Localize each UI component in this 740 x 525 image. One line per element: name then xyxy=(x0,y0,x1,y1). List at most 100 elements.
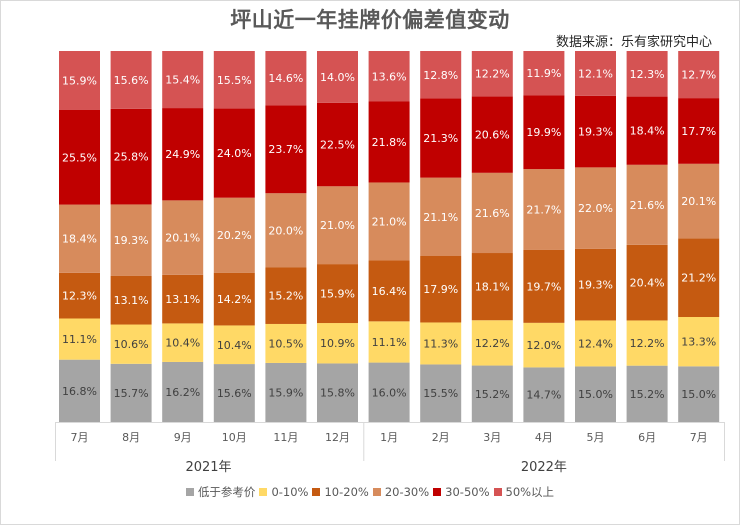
bar-segment xyxy=(317,102,358,187)
bar-segment xyxy=(162,274,204,324)
bar-segment xyxy=(575,248,616,321)
data-label: 15.9% xyxy=(268,386,303,399)
data-label: 12.2% xyxy=(630,337,665,350)
bar-segment xyxy=(575,51,616,96)
data-label: 19.9% xyxy=(526,126,561,139)
x-tick-label: 7月 xyxy=(690,431,708,444)
data-label: 12.7% xyxy=(681,69,716,82)
legend-item: 10-20% xyxy=(312,485,369,499)
bar-segment xyxy=(213,364,255,422)
legend-item: 20-30% xyxy=(372,485,429,499)
bar-segment xyxy=(523,95,565,170)
bar-segment xyxy=(626,320,668,366)
legend-item: 30-50% xyxy=(433,485,490,499)
bar-segment xyxy=(575,95,616,168)
data-label: 11.9% xyxy=(526,67,561,80)
bar-segment xyxy=(575,167,616,249)
bar-segment xyxy=(523,51,565,96)
bar-segment xyxy=(471,51,513,97)
bar-segment xyxy=(59,109,100,205)
data-label: 12.3% xyxy=(630,68,665,81)
bar-segment xyxy=(213,51,255,109)
data-source: 数据来源：乐有家研究中心 xyxy=(555,35,712,50)
bar-segment xyxy=(162,361,204,422)
x-tick-label: 10月 xyxy=(222,431,247,444)
bar-segment xyxy=(678,51,720,99)
bar-segment xyxy=(678,163,720,239)
data-label: 16.8% xyxy=(62,385,97,398)
data-label: 14.6% xyxy=(268,72,303,85)
legend-swatch-icon xyxy=(372,488,381,496)
bar-segment xyxy=(368,182,410,261)
data-label: 20.1% xyxy=(681,195,716,208)
data-label: 15.0% xyxy=(578,388,613,401)
data-label: 25.5% xyxy=(62,151,97,164)
data-label: 12.8% xyxy=(423,69,458,82)
data-label: 10.6% xyxy=(114,338,149,351)
data-label: 20.2% xyxy=(217,229,252,242)
bar-segment xyxy=(265,105,307,194)
bar-segment xyxy=(213,272,255,326)
data-label: 14.7% xyxy=(526,389,561,402)
bar-segment xyxy=(213,325,255,365)
bar-segment xyxy=(575,320,616,367)
data-label: 10.5% xyxy=(268,337,303,350)
data-label: 15.6% xyxy=(114,74,149,87)
bar-segment xyxy=(368,362,410,422)
legend-label: 30-50% xyxy=(445,485,490,499)
bar-segment xyxy=(265,51,307,106)
data-label: 13.1% xyxy=(165,293,200,306)
x-tick-label: 12月 xyxy=(325,431,350,444)
bar-segment xyxy=(59,204,100,273)
bar-segment xyxy=(368,321,410,363)
data-label: 12.2% xyxy=(475,337,510,350)
bar-segment xyxy=(471,253,513,321)
legend-item: 50%以上 xyxy=(493,484,555,500)
bar-segment xyxy=(59,51,100,110)
data-label: 10.9% xyxy=(320,337,355,350)
data-label: 18.4% xyxy=(630,125,665,138)
bar-segment xyxy=(420,98,462,178)
legend-item: 0-10% xyxy=(259,485,308,499)
data-label: 14.2% xyxy=(217,293,252,306)
bar-segment xyxy=(265,267,307,324)
data-label: 19.7% xyxy=(526,280,561,293)
data-label: 23.7% xyxy=(268,143,303,156)
bar-segment xyxy=(678,317,720,367)
data-label: 25.8% xyxy=(114,151,149,164)
x-tick-label: 2月 xyxy=(432,431,450,444)
legend-item: 低于参考价 xyxy=(185,484,256,500)
data-label: 10.4% xyxy=(217,339,252,352)
bar-segment xyxy=(420,51,462,99)
bar-segment xyxy=(678,366,720,422)
bar-segment xyxy=(265,362,307,422)
bar-segment xyxy=(420,177,462,256)
data-label: 18.1% xyxy=(475,281,510,294)
bar-segment xyxy=(59,359,100,422)
data-label: 15.6% xyxy=(217,387,252,400)
x-tick-label: 6月 xyxy=(638,431,656,444)
bar-segment xyxy=(110,51,152,109)
data-label: 15.5% xyxy=(423,387,458,400)
data-label: 17.7% xyxy=(681,125,716,138)
x-tick-label: 4月 xyxy=(535,431,553,444)
data-label: 21.2% xyxy=(681,272,716,285)
bar-segment xyxy=(162,323,204,362)
bar-segment xyxy=(523,322,565,368)
legend-label: 低于参考价 xyxy=(197,485,256,499)
legend-label: 50%以上 xyxy=(505,485,555,499)
data-label: 21.1% xyxy=(423,211,458,224)
data-label: 15.2% xyxy=(268,290,303,303)
data-label: 19.3% xyxy=(114,234,149,247)
bar-segment xyxy=(471,172,513,254)
bar-segment xyxy=(626,365,668,422)
x-tick-label: 1月 xyxy=(380,431,398,444)
data-label: 20.6% xyxy=(475,129,510,142)
data-label: 18.4% xyxy=(62,233,97,246)
legend: 低于参考价 0-10% 10-20% 20-30% 30-50% 50%以上 xyxy=(0,484,740,500)
data-label: 15.5% xyxy=(217,74,252,87)
data-label: 15.2% xyxy=(630,388,665,401)
data-label: 21.8% xyxy=(372,136,407,149)
legend-label: 10-20% xyxy=(324,485,369,499)
